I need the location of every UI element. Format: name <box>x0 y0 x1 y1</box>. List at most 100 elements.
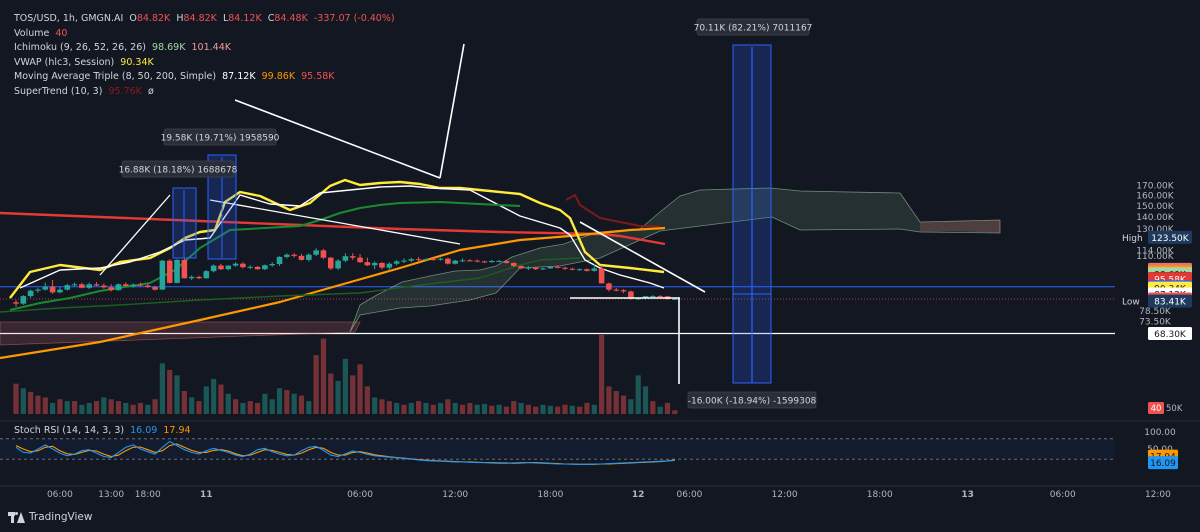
ma-slow-line <box>0 211 666 246</box>
volume-bar <box>577 406 583 414</box>
volume-bar <box>364 386 370 414</box>
candle-body <box>532 267 539 270</box>
volume-bar <box>101 397 107 414</box>
legend-symbol[interactable]: TOS/USD, 1h, GMGN.AI <box>14 13 124 24</box>
stoch-axis-tick: 100.00 <box>1144 428 1176 438</box>
candle-body <box>137 284 144 286</box>
candle-body <box>415 259 422 261</box>
volume-bar <box>672 410 678 414</box>
legend-ma-row[interactable]: Moving Average Triple (8, 50, 200, Simpl… <box>14 70 395 85</box>
volume-bar <box>79 404 85 414</box>
price-axis-tick: 130.00K <box>1136 225 1174 235</box>
volume-bar <box>313 355 319 414</box>
stoch-k-value: 16.09 <box>130 425 158 436</box>
volume-bar <box>145 404 151 414</box>
legend-o-label: O <box>129 13 137 24</box>
volume-bar <box>555 406 561 414</box>
candle-body <box>57 289 63 293</box>
tradingview-logo[interactable]: TradingView <box>8 511 92 523</box>
stoch-legend[interactable]: Stoch RSI (14, 14, 3, 3) 16.09 17.94 <box>14 425 191 436</box>
volume-bar <box>423 402 429 414</box>
candle-body <box>188 276 195 279</box>
legend-ohlc-row: TOS/USD, 1h, GMGN.AI O84.82K H84.82K L84… <box>14 12 395 27</box>
volume-tag-bg <box>1148 402 1164 414</box>
volume-bar <box>225 393 231 414</box>
candle-body <box>357 257 363 263</box>
legend-vwap-row[interactable]: VWAP (hlc3, Session) 90.34K <box>14 56 395 71</box>
volume-bar <box>503 406 510 414</box>
trendline-5 <box>579 221 706 293</box>
candle-body <box>27 290 34 297</box>
candle-body <box>20 296 27 304</box>
price-tag-bg <box>1148 230 1192 244</box>
measure-label-low-bg <box>687 391 817 409</box>
legend-high: 84.82K <box>183 13 217 24</box>
candle-body <box>93 284 100 286</box>
candle-body <box>159 260 166 290</box>
candle-body <box>349 256 356 258</box>
volume-bar <box>335 380 341 414</box>
volume-bar <box>71 401 78 414</box>
legend-supertrend-row[interactable]: SuperTrend (10, 3) 95.76K ø <box>14 85 395 100</box>
candle-body <box>510 262 517 267</box>
time-axis-tick: 18:00 <box>537 490 563 500</box>
volume-bar <box>247 401 253 414</box>
candle-body <box>423 259 429 261</box>
volume-bar <box>620 395 627 414</box>
candle-body <box>437 258 444 260</box>
stoch-k-line <box>15 440 675 465</box>
volume-bar <box>159 363 165 414</box>
candle-body <box>496 260 502 262</box>
candle-body <box>269 264 275 266</box>
legend-close: 84.48K <box>274 13 308 24</box>
candle-body <box>108 287 114 291</box>
candle-body <box>459 260 466 262</box>
candle-body <box>393 261 400 264</box>
volume-bar <box>547 405 553 414</box>
volume-tag-value: 40 <box>1151 404 1162 414</box>
volume-bar <box>606 386 612 414</box>
price-axis-tick: 160.00K <box>1136 191 1174 201</box>
legend-supertrend-value: 95.76K <box>108 85 142 97</box>
volume-bar <box>481 403 488 414</box>
volume-bar <box>28 391 34 414</box>
volume-bar <box>174 375 180 414</box>
volume-bar <box>189 397 195 414</box>
volume-bar <box>540 404 546 414</box>
tradingview-logo-icon <box>8 511 25 523</box>
price-tag-title: High <box>1122 234 1143 244</box>
legend-supertrend-extra: ø <box>147 85 154 97</box>
volume-bar <box>569 405 575 414</box>
legend-volume-value: 40 <box>55 27 68 39</box>
candle-body <box>262 265 268 270</box>
price-tag-title: Low <box>1122 298 1140 308</box>
volume-bar <box>459 404 466 414</box>
candle-body <box>203 271 210 279</box>
legend-ichimoku-row[interactable]: Ichimoku (9, 26, 52, 26, 26) 98.69K 101.… <box>14 41 395 56</box>
candle-body <box>298 255 305 260</box>
price-tag-value: 123.50K <box>1151 234 1189 244</box>
volume-bar <box>240 402 246 414</box>
stoch-d-value: 17.94 <box>163 425 191 436</box>
candle-body <box>130 284 136 287</box>
tradingview-brand-text: TradingView <box>29 511 93 523</box>
legend-ma-value-1: 87.12K <box>222 71 256 82</box>
volume-bar <box>93 401 100 414</box>
volume-bar <box>86 402 92 414</box>
candle-body <box>401 260 407 262</box>
candle-body <box>672 299 678 300</box>
candle-body <box>196 276 202 279</box>
ichimoku-cloud-green <box>349 187 1001 333</box>
candle-body <box>166 260 173 283</box>
volume-bar <box>20 388 26 414</box>
candle-body <box>628 291 634 299</box>
time-axis-tick: 06:00 <box>1050 490 1076 500</box>
candle-body <box>335 260 341 269</box>
legend-low: 84.12K <box>228 13 262 24</box>
price-axis-tick: 140.00K <box>1136 213 1174 223</box>
legend-volume-row[interactable]: Volume 40 <box>14 27 395 42</box>
stoch-label: Stoch RSI (14, 14, 3, 3) <box>14 425 125 436</box>
legend-c-label: C <box>267 13 275 24</box>
volume-bar <box>298 395 305 414</box>
